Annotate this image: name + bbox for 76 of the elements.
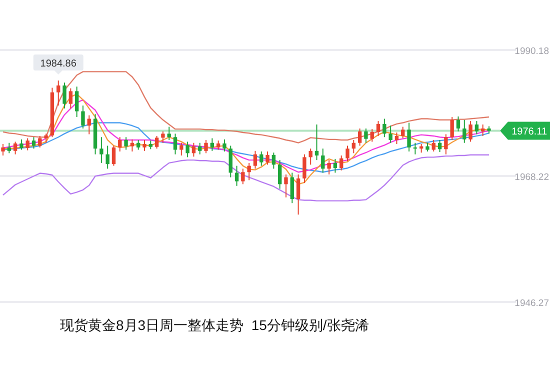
- candlestick: [210, 138, 214, 152]
- candlestick: [253, 150, 258, 170]
- candlestick: [456, 116, 460, 132]
- y-tick-label: 1990.18: [514, 46, 549, 57]
- candlestick: [444, 134, 448, 155]
- candlestick: [284, 174, 288, 198]
- candlestick: [407, 122, 411, 152]
- ref-line-label: 1976.11: [512, 126, 548, 138]
- candlestick: [352, 139, 356, 154]
- candlestick: [112, 145, 116, 166]
- candlestick: [154, 135, 159, 150]
- candlestick: [68, 88, 73, 109]
- candlestick: [278, 160, 282, 190]
- candlestick: [314, 124, 319, 161]
- candlestick: [136, 139, 140, 150]
- line-series: [2, 154, 490, 202]
- candlestick: [161, 130, 165, 144]
- candlestick: [376, 120, 380, 136]
- candlestick: [401, 126, 405, 139]
- candlestick: [106, 145, 110, 170]
- candlestick: [468, 120, 472, 142]
- candlestick: [173, 133, 178, 155]
- candlestick: [247, 162, 251, 181]
- candlestick: [234, 165, 239, 186]
- candlestick: [13, 141, 18, 155]
- candlestick: [296, 174, 300, 216]
- candlestick: [130, 138, 134, 152]
- candlestick: [290, 172, 294, 204]
- candlestick: [394, 132, 399, 145]
- candlestick: [56, 80, 60, 106]
- candlestick: [481, 124, 485, 136]
- y-tick-label: 1946.27: [514, 298, 549, 309]
- candlestick: [241, 168, 245, 185]
- candlestick: [474, 120, 479, 135]
- candlestick: [272, 152, 276, 170]
- candlestick: [340, 154, 344, 171]
- candlestick: [142, 139, 146, 152]
- candlestick: [180, 142, 184, 156]
- candlestick: [204, 139, 208, 154]
- candlestick: [388, 125, 392, 144]
- candlestick: [7, 142, 11, 154]
- candlestick: [38, 135, 42, 148]
- candlestick: [118, 136, 122, 152]
- candlestick: [222, 138, 226, 152]
- candlestick: [124, 136, 128, 150]
- candlestick: [20, 138, 24, 150]
- candlestick: [438, 139, 442, 153]
- candlestick: [364, 128, 368, 144]
- candlestick: [327, 160, 331, 175]
- candlestick: [302, 154, 306, 184]
- annotation: 1984.86: [40, 58, 77, 70]
- candlestick: [81, 105, 85, 130]
- candlestick: [186, 141, 190, 158]
- candlestick: [462, 119, 466, 144]
- candlestick: [321, 148, 325, 174]
- candlestick: [450, 116, 454, 140]
- candlestick: [26, 138, 30, 151]
- candlestick: [358, 128, 362, 146]
- candlestick: [167, 126, 171, 140]
- candlestick: [370, 128, 374, 142]
- candlestick: [260, 150, 264, 166]
- text: 现货黄金8月3日周一整体走势 15分钟级别/张尧浠: [60, 317, 369, 333]
- candlestick: [266, 150, 270, 166]
- candlestick: [44, 133, 48, 144]
- candlestick: [308, 148, 312, 166]
- candlestick: [74, 86, 79, 118]
- candlestick: [100, 136, 104, 164]
- candlestick: [333, 158, 338, 174]
- candlestick: [346, 145, 350, 162]
- candlestick: [216, 140, 220, 150]
- candlestick: [1, 144, 5, 156]
- candlestick: [198, 142, 202, 155]
- y-tick-label: 1968.22: [514, 172, 549, 184]
- candlestick: [62, 82, 66, 109]
- candlestick: [32, 136, 36, 150]
- candlestick: [382, 118, 386, 138]
